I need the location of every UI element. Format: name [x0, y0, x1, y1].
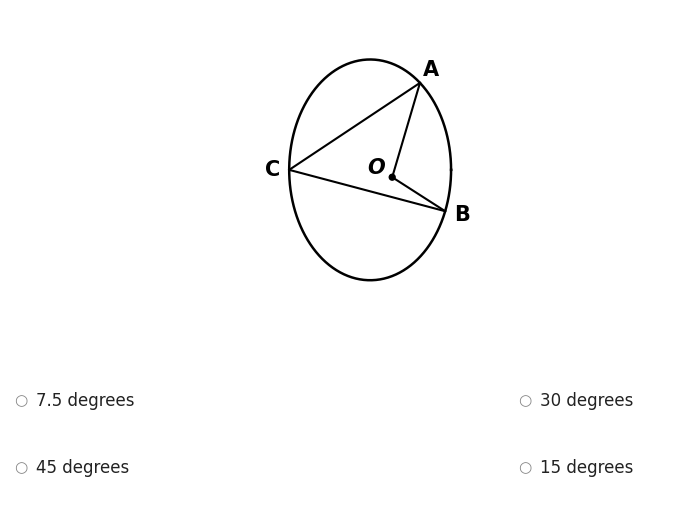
Text: 7.5 degrees: 7.5 degrees [36, 392, 135, 410]
Text: O: O [367, 158, 384, 178]
Text: ○: ○ [14, 393, 27, 409]
Text: ○: ○ [518, 460, 531, 475]
Text: 45 degrees: 45 degrees [36, 458, 129, 477]
Text: ○: ○ [518, 393, 531, 409]
Text: C: C [265, 160, 281, 180]
Circle shape [389, 174, 395, 180]
Text: 15 degrees: 15 degrees [540, 458, 634, 477]
Text: 30 degrees: 30 degrees [540, 392, 634, 410]
Text: A: A [423, 60, 439, 80]
Text: ○: ○ [14, 460, 27, 475]
Text: B: B [454, 205, 470, 225]
